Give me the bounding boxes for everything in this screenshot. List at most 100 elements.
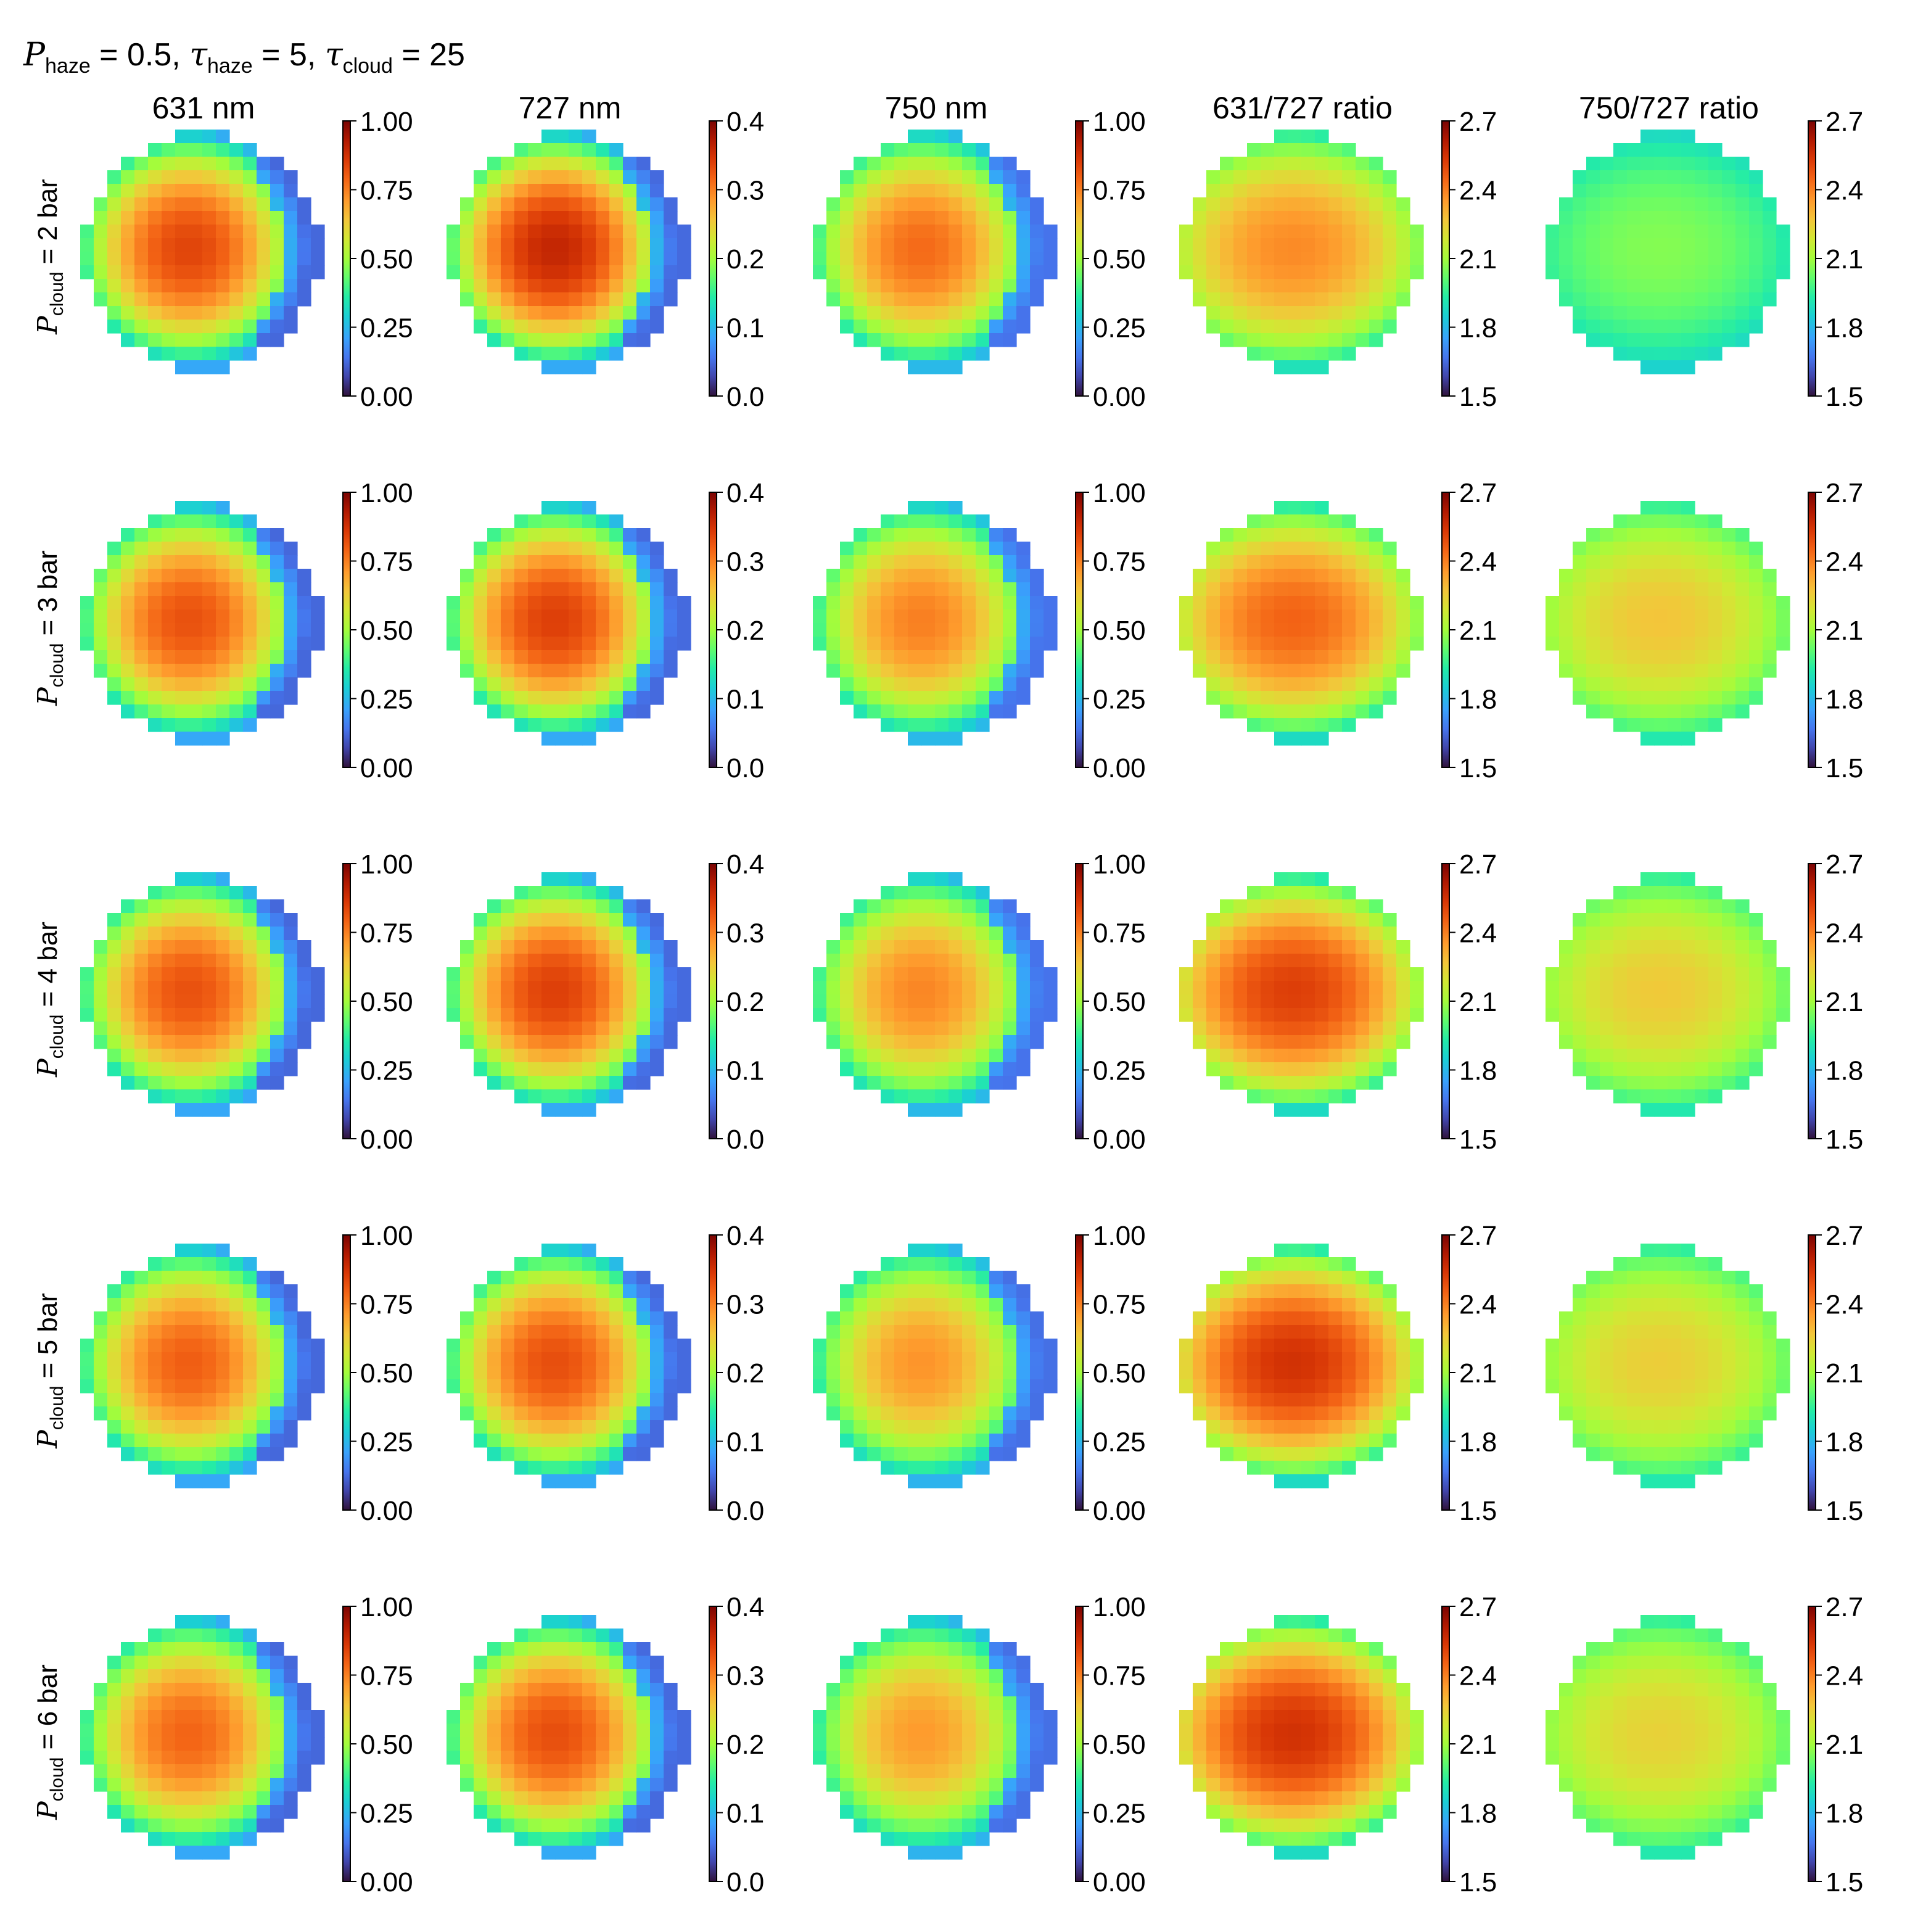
heatmap-cell [297, 265, 311, 279]
heatmap-cell [1003, 569, 1017, 583]
heatmap-cell [216, 1022, 230, 1036]
heatmap-cell [474, 320, 488, 334]
heatmap-cell [881, 623, 895, 637]
heatmap-cell [297, 1311, 311, 1326]
heatmap-cell [297, 1710, 311, 1724]
heatmap-cell [1668, 927, 1682, 941]
heatmap-cell [1749, 664, 1763, 678]
heatmap-cell [514, 569, 529, 583]
heatmap-cell [867, 1339, 881, 1353]
heatmap-cell [840, 664, 854, 678]
heatmap-cell [501, 1325, 515, 1339]
heatmap-cell [677, 225, 691, 239]
heatmap-cell [976, 1339, 990, 1353]
heatmap-cell [921, 1420, 936, 1434]
heatmap-cell [1274, 886, 1288, 900]
heatmap-cell [270, 211, 284, 225]
heatmap-cell [501, 1076, 515, 1090]
heatmap-cell [1763, 954, 1777, 968]
heatmap-cell [569, 1298, 583, 1312]
heatmap-cell [921, 886, 936, 900]
heatmap-cell [596, 1352, 610, 1366]
heatmap-cell [1301, 899, 1315, 914]
heatmap-cell [1573, 170, 1587, 184]
heatmap-cell [1627, 582, 1641, 597]
heatmap-cell [1003, 1339, 1017, 1353]
heatmap-cell [1369, 677, 1383, 691]
heatmap-cell [1288, 609, 1302, 624]
heatmap-cell [1383, 1393, 1397, 1407]
heatmap-cell [162, 637, 176, 651]
heatmap-cell [487, 528, 501, 542]
heatmap-cell [121, 691, 135, 705]
heatmap-cell [1274, 1035, 1288, 1049]
heatmap-cell [1708, 184, 1723, 198]
heatmap-cell [921, 1447, 936, 1461]
heatmap-cell [1288, 569, 1302, 583]
heatmap-cell [541, 184, 556, 198]
heatmap-cell [121, 1062, 135, 1076]
heatmap-cell [867, 1062, 881, 1076]
heatmap-cell [1383, 1035, 1397, 1049]
heatmap-cell [555, 664, 569, 678]
heatmap-cell [1328, 225, 1343, 239]
heatmap-cell [664, 279, 678, 293]
heatmap-cell [229, 1420, 244, 1434]
heatmap-cell [569, 1311, 583, 1326]
heatmap-cell [1206, 555, 1221, 569]
heatmap-cell [1763, 292, 1777, 307]
heatmap-cell [908, 347, 922, 361]
heatmap-cell [1247, 886, 1261, 900]
heatmap-cell [134, 1669, 149, 1683]
heatmap-cell [1546, 637, 1560, 651]
heatmap-cell [989, 1325, 1003, 1339]
heatmap-cell [1640, 1049, 1655, 1063]
panel-r1-c3 [813, 130, 1058, 374]
heatmap-cell [1193, 994, 1207, 1009]
heatmap-cell [962, 981, 976, 995]
heatmap-cell [1559, 252, 1573, 266]
heatmap-cell [1735, 664, 1750, 678]
row-label-p-cloud-5-bar: Pcloud = 5 bar [32, 1293, 67, 1449]
heatmap-cell [1763, 650, 1777, 664]
heatmap-cell [1654, 1022, 1668, 1036]
heatmap-cell [284, 637, 298, 651]
heatmap-cell [1030, 211, 1044, 225]
heatmap-cell [541, 528, 556, 542]
figure-title: Phaze = 0.5, τhaze = 5, τcloud = 25 [23, 36, 465, 78]
heatmap-cell [216, 664, 230, 678]
heatmap-cell [162, 704, 176, 719]
heatmap-cell [1220, 252, 1234, 266]
heatmap-cell [474, 623, 488, 637]
heatmap-cell [1030, 1406, 1044, 1421]
heatmap-cell [257, 899, 271, 914]
heatmap-cell [1261, 650, 1275, 664]
heatmap-cell [1613, 1366, 1628, 1380]
heatmap-cell [1274, 1076, 1288, 1090]
heatmap-cell [257, 333, 271, 347]
heatmap-cell [229, 1683, 244, 1697]
heatmap-cell [582, 1325, 596, 1339]
heatmap-cell [949, 718, 963, 732]
heatmap-cell [1722, 1022, 1736, 1036]
heatmap-cell [189, 1642, 203, 1656]
heatmap-cell [949, 732, 963, 746]
heatmap-cell [94, 1366, 108, 1380]
heatmap-cell [1288, 927, 1302, 941]
heatmap-cell [867, 967, 881, 981]
heatmap-cell [1410, 596, 1424, 610]
heatmap-cell [636, 1366, 651, 1380]
heatmap-cell [1735, 1366, 1750, 1380]
heatmap-cell [202, 1474, 216, 1488]
heatmap-cell [541, 1474, 556, 1488]
heatmap-cell [243, 1008, 257, 1022]
heatmap-cell [908, 994, 922, 1009]
heatmap-cell [989, 981, 1003, 995]
heatmap-cell [134, 1406, 149, 1421]
heatmap-cell [1668, 555, 1682, 569]
heatmap-cell [962, 225, 976, 239]
heatmap-cell [962, 542, 976, 556]
heatmap-cell [976, 292, 990, 307]
heatmap-cell [1328, 292, 1343, 307]
heatmap-cell [1627, 197, 1641, 212]
